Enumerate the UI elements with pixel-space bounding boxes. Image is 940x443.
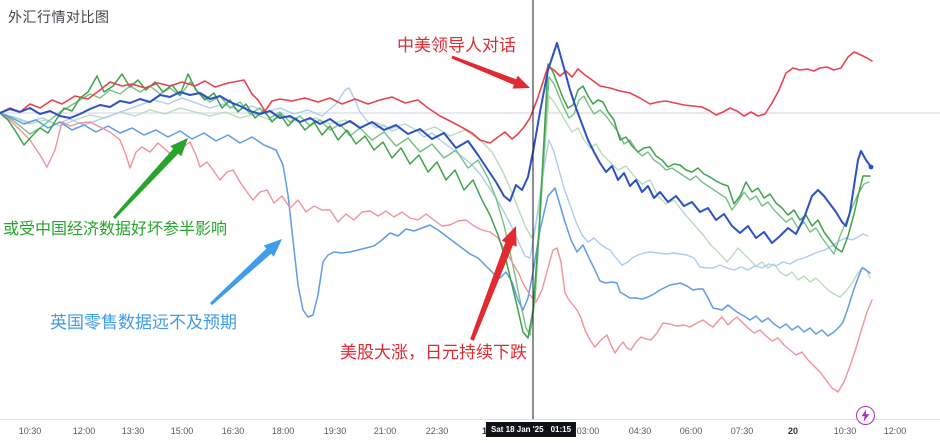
time-axis-label: 12:00 (883, 426, 907, 436)
time-axis-label: 10:30 (833, 426, 857, 436)
series-green-dark (0, 63, 871, 339)
time-axis-label: 12:00 (72, 426, 96, 436)
lightning-icon (861, 409, 870, 422)
crosshair-date-label: Sat 18 Jan '25 (490, 425, 544, 434)
crosshair-time-badge: Sat 18 Jan '25 01:15 (485, 422, 577, 437)
series-blue-light (0, 87, 869, 271)
series-green-medium (0, 76, 870, 336)
annotation-arrow (470, 226, 517, 341)
annotation-cn-us-leaders-dialogue: 中美领导人对话 (397, 36, 516, 55)
time-axis-label: 20 (787, 426, 799, 436)
time-axis-label: 18:00 (271, 426, 295, 436)
time-axis-label: 16:30 (221, 426, 245, 436)
time-axis-label: 07:30 (730, 426, 754, 436)
crosshair-time-label: 01:15 (550, 425, 572, 434)
time-axis-label: 19:30 (323, 426, 347, 436)
series-green-light (0, 95, 871, 298)
page-title: 外汇行情对比图 (8, 9, 110, 25)
time-axis-label: 22:30 (425, 426, 449, 436)
annotation-arrow (451, 55, 530, 89)
time-axis-label: 15:00 (170, 426, 194, 436)
annotation-arrow (210, 239, 282, 306)
annotation-arrow (112, 138, 188, 219)
annotation-uk-retail-data: 英国零售数据远不及预期 (50, 313, 237, 332)
time-axis-label: 03:00 (576, 426, 600, 436)
series-blue-dark (0, 42, 872, 244)
time-axis[interactable]: Sat 18 Jan '25 01:15 10:30 12:00 13:30 15:0… (0, 419, 940, 443)
time-axis-label: 10:30 (18, 426, 42, 436)
time-axis-label: 06:00 (679, 426, 703, 436)
annotation-us-stocks-jpy: 美股大涨，日元持续下跌 (340, 343, 527, 362)
time-axis-label: 13:30 (121, 426, 145, 436)
chart-plot-area[interactable] (0, 0, 940, 419)
time-axis-label: 04:30 (628, 426, 652, 436)
series-blue-dark-end-dot (868, 164, 874, 170)
event-marker-button[interactable] (856, 406, 875, 425)
annotation-china-economic-data: 或受中国经济数据好坏参半影响 (3, 221, 228, 238)
series-red-bright (0, 51, 873, 144)
time-axis-label: 21:00 (373, 426, 397, 436)
